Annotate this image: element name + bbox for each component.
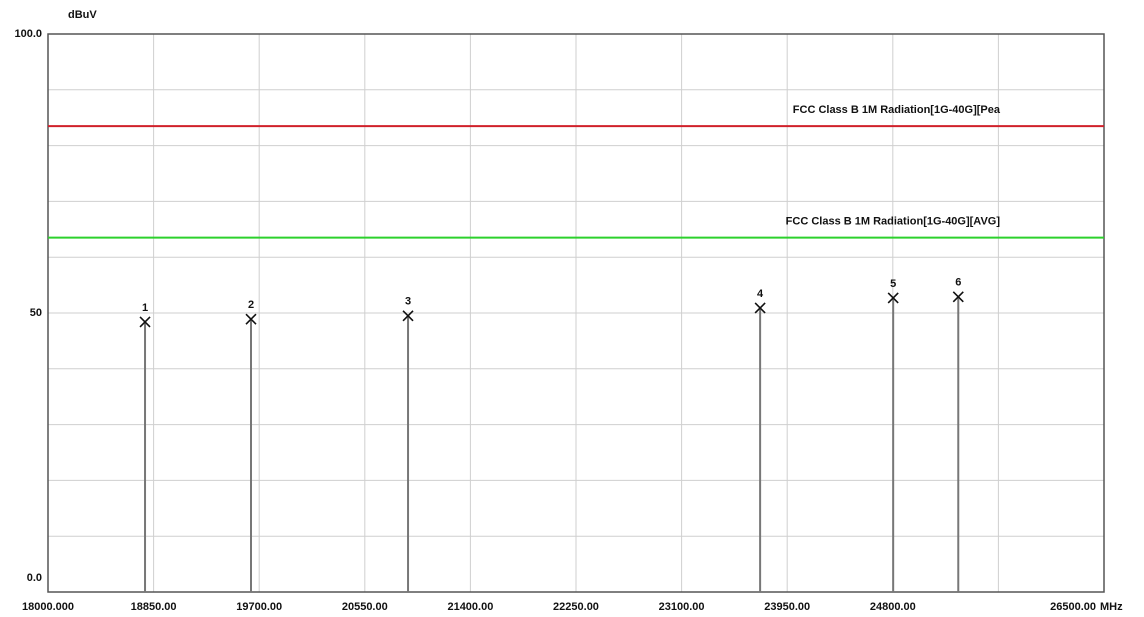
y-tick-label: 100.0 [14,28,42,40]
marker-label: 2 [248,299,254,311]
x-tick-label: 23100.00 [659,601,705,613]
marker-label: 6 [955,277,961,289]
x-tick-label: 20550.00 [342,601,388,613]
y-tick-label: 50 [30,307,42,319]
plot-border [47,33,1105,593]
marker [139,316,151,328]
marker-label: 1 [142,302,148,314]
x-tick-label: 22250.00 [553,601,599,613]
marker [952,291,964,303]
marker [754,302,766,314]
marker [402,310,414,322]
x-tick-label: 23950.00 [764,601,810,613]
x-tick-label: 21400.00 [447,601,493,613]
x-tick-label: 26500.00 [1050,601,1096,613]
marker-label: 3 [405,296,411,308]
y-unit: dBuV [68,9,97,21]
limit-label: FCC Class B 1M Radiation[1G-40G][Pea [793,104,1001,116]
marker-label: 4 [757,288,764,300]
x-tick-label: 18850.00 [131,601,177,613]
y-tick-label: 0.0 [27,572,42,584]
x-unit: MHz [1100,601,1123,613]
marker [245,313,257,325]
limit-label: FCC Class B 1M Radiation[1G-40G][AVG] [786,216,1001,228]
x-tick-label: 24800.00 [870,601,916,613]
marker-label: 5 [890,278,896,290]
x-tick-label: 19700.00 [236,601,282,613]
x-tick-label: 18000.000 [22,601,74,613]
marker [887,292,899,304]
